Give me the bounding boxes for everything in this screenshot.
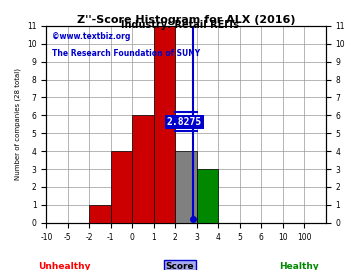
Text: The Research Foundation of SUNY: The Research Foundation of SUNY xyxy=(52,49,200,58)
Bar xyxy=(132,115,154,223)
Text: ©www.textbiz.org: ©www.textbiz.org xyxy=(52,32,130,41)
Bar xyxy=(89,205,111,223)
Text: Industry: Retail REITs: Industry: Retail REITs xyxy=(121,20,239,30)
Title: Z''-Score Histogram for ALX (2016): Z''-Score Histogram for ALX (2016) xyxy=(77,15,295,25)
Text: Healthy: Healthy xyxy=(279,262,319,270)
Text: Unhealthy: Unhealthy xyxy=(39,262,91,270)
Y-axis label: Number of companies (28 total): Number of companies (28 total) xyxy=(15,68,22,180)
Text: 2.8275: 2.8275 xyxy=(167,117,202,127)
Bar xyxy=(111,151,132,223)
Bar xyxy=(175,151,197,223)
Bar xyxy=(154,26,175,223)
Text: Score: Score xyxy=(166,262,194,270)
Bar xyxy=(197,169,218,223)
